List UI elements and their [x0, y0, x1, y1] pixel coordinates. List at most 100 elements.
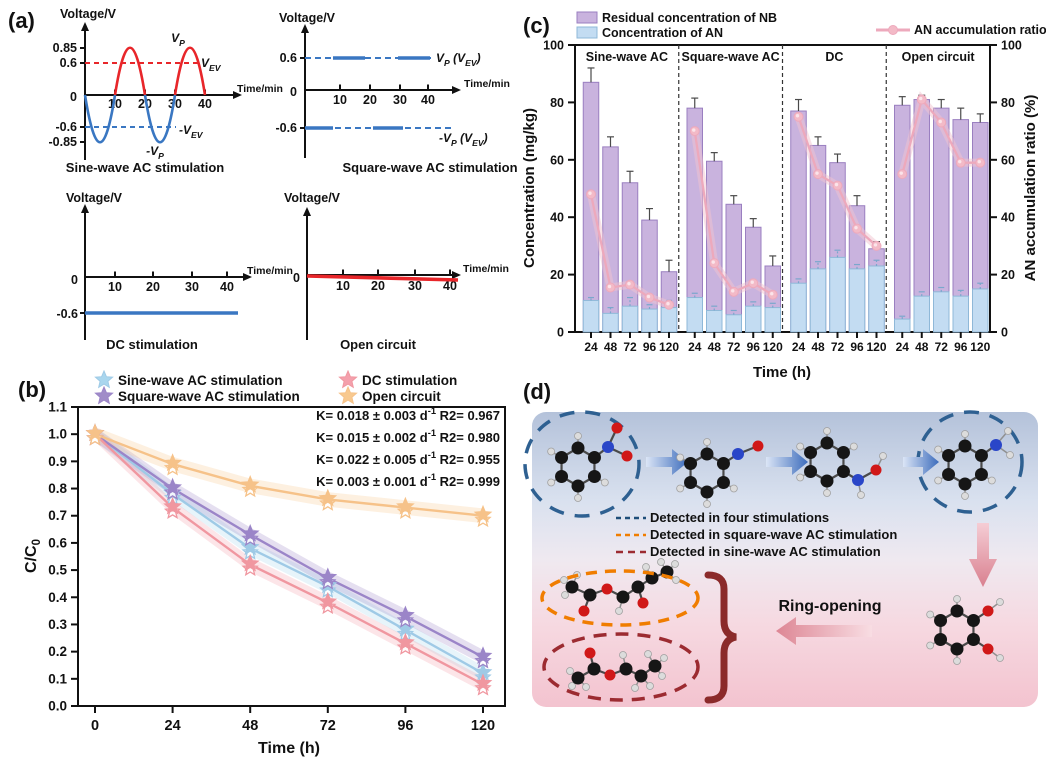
- ratio-marker-highlight-icon: [815, 171, 819, 175]
- x-axis-arrow-icon: [452, 271, 461, 279]
- hydrogen-atom-icon: [961, 430, 969, 438]
- panel-a-voltage-schematics: (a) Voltage/V Time/min 10 20 30 40 0.85 …: [8, 7, 518, 352]
- confidence-band: [95, 426, 483, 665]
- y-tick-label: -0.6: [275, 121, 297, 135]
- C-atom-icon: [571, 479, 585, 493]
- x-tick-label: 72: [727, 340, 741, 354]
- square-wave-subplot: Voltage/V Time/min 10 20 30 40 0.6 0 -0.…: [275, 11, 517, 175]
- hydrogen-atom-icon: [566, 667, 574, 675]
- right-y-tick-label: 80: [1001, 96, 1015, 110]
- x-ticks: 10 20 30 40: [333, 84, 435, 107]
- C-atom-icon: [571, 671, 585, 685]
- x-tick-label: 20: [363, 93, 377, 107]
- neg-vev-label: -VEV: [179, 123, 204, 140]
- x-tick-label: 120: [866, 340, 886, 354]
- O-atom-icon: [601, 583, 613, 595]
- subplot-title: Square-wave AC stimulation: [342, 160, 517, 175]
- x-tick-label: 40: [198, 97, 212, 111]
- right-y-tick-label: 100: [1001, 39, 1022, 53]
- x-tick-label: 30: [393, 93, 407, 107]
- y-tick-label: 0.7: [48, 508, 67, 523]
- plot-area: 0 20 40 60 80 100 0 20 40 60 80 100 Sine-wave AC Squa…: [543, 39, 1022, 355]
- x-tick-label: 72: [935, 340, 949, 354]
- hydrogen-atom-icon: [676, 484, 685, 493]
- star-marker-icon: [163, 453, 182, 472]
- y-tick-label: 1.0: [48, 427, 67, 442]
- y-ticks: 0.6 0 -0.6: [275, 51, 305, 135]
- y-tick-label: 0.8: [48, 481, 67, 496]
- right-y-tick-label: 60: [1001, 153, 1015, 167]
- x-tick-label: 20: [146, 280, 160, 294]
- hydrogen-atom-icon: [631, 684, 639, 692]
- C-atom-icon: [619, 662, 633, 676]
- x-ticks: 10 20 30 40: [108, 271, 234, 294]
- subplot-title: Open circuit: [340, 337, 417, 352]
- left-y-tick-label: 20: [550, 268, 564, 282]
- y-tick-label: 0: [71, 273, 78, 287]
- x-tick-label: 72: [623, 340, 637, 354]
- an-bar: [686, 297, 703, 333]
- an-bar: [641, 308, 658, 333]
- square-wave-detected-label: Detected in square-wave AC stimulation: [650, 527, 897, 542]
- ratio-marker-highlight-icon: [711, 260, 715, 264]
- hydrogen-atom-icon: [953, 657, 961, 665]
- an-bar: [809, 268, 827, 333]
- hydrogen-atom-icon: [953, 595, 961, 603]
- subplot-title: Sine-wave AC stimulation: [66, 160, 224, 175]
- star-marker-icon: [240, 474, 260, 493]
- x-tick-label: 48: [915, 340, 929, 354]
- star-marker-icon: [396, 496, 415, 515]
- O-atom-icon: [578, 605, 590, 617]
- x-tick-label: 24: [165, 718, 181, 734]
- y-tick-label: 0: [290, 85, 297, 99]
- C-atom-icon: [974, 468, 988, 481]
- hydrogen-atom-icon: [615, 607, 623, 615]
- x-tick-label: 24: [896, 340, 910, 354]
- O-atom-icon: [752, 440, 764, 452]
- y-tick-label: 0.9: [48, 454, 67, 469]
- y-tick-label: 0.2: [48, 644, 67, 659]
- ratio-marker-highlight-icon: [750, 280, 754, 284]
- y-tick-label: 0.85: [53, 41, 77, 55]
- series-line: [94, 433, 484, 517]
- C-atom-icon: [820, 436, 834, 450]
- ester-product-2-molecule: [566, 647, 668, 692]
- left-y-tick-label: 0: [557, 326, 564, 340]
- x-tick-label: 96: [643, 340, 657, 354]
- hydrogen-atom-icon: [600, 478, 609, 487]
- an-bar: [848, 268, 866, 333]
- x-tick-label: 72: [320, 718, 336, 734]
- group-label: DC: [825, 50, 843, 64]
- x-tick-label: 40: [443, 279, 457, 293]
- C-atom-icon: [648, 659, 662, 673]
- hydrogen-atom-icon: [560, 576, 568, 584]
- x-tick-label: 48: [708, 340, 722, 354]
- ester-product-1-molecule: [560, 558, 680, 617]
- x-axis-title: Time/min: [463, 263, 509, 275]
- detection-legend: Detected in four stimulations Detected i…: [616, 510, 897, 559]
- star-marker-icon: [473, 673, 493, 692]
- C-atom-icon: [634, 669, 648, 683]
- y-axis-title: Voltage/V: [279, 11, 336, 25]
- y-tick-label: 0.0: [48, 699, 67, 714]
- C-atom-icon: [934, 633, 948, 646]
- O-atom-icon: [584, 647, 596, 659]
- C-atom-icon: [820, 474, 834, 488]
- y-tick-label: 0: [293, 271, 300, 285]
- y-axis-arrow-icon: [81, 204, 89, 213]
- star-marker-icon: [85, 423, 105, 442]
- right-y-tick-label: 40: [1001, 211, 1015, 225]
- y-axis-arrow-icon: [301, 24, 309, 33]
- hydrogen-atom-icon: [642, 563, 650, 571]
- panel-c-concentration-chart: (c) Residual concentration of NB Concent…: [521, 11, 1046, 381]
- sine-positive-half-1: [113, 46, 147, 96]
- left-y-tick-label: 80: [550, 96, 564, 110]
- x-tick-label: 20: [138, 97, 152, 111]
- legend-star-icon: [338, 385, 358, 405]
- ratio-marker-highlight-icon: [692, 128, 696, 132]
- x-tick-label: 96: [747, 340, 761, 354]
- an-bar: [764, 307, 781, 333]
- hydrogen-atom-icon: [671, 560, 679, 568]
- hydrogen-atom-icon: [1006, 451, 1014, 459]
- hydrogen-atom-icon: [660, 654, 668, 662]
